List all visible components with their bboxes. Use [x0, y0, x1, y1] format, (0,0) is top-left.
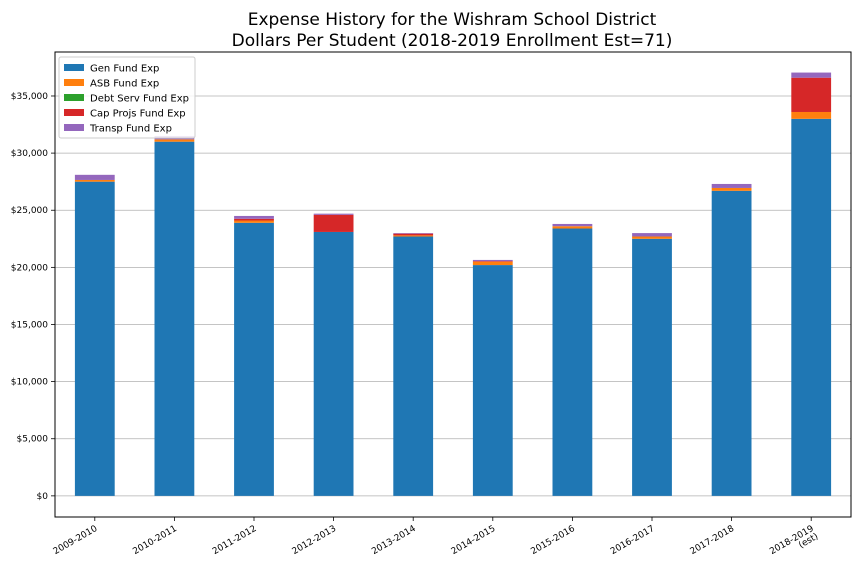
bar-segment — [393, 233, 434, 234]
legend-label: Transp Fund Exp — [89, 124, 172, 135]
bar-segment — [472, 259, 513, 262]
y-tick-label: $25,000 — [11, 206, 48, 216]
bar-segment — [791, 118, 832, 496]
legend-label: Gen Fund Exp — [90, 64, 159, 75]
bar-segment — [711, 183, 752, 188]
chart-title-line-2: Dollars Per Student (2018-2019 Enrollmen… — [232, 31, 673, 51]
bar-segment — [632, 236, 672, 239]
y-tick-label: $35,000 — [11, 92, 48, 102]
bar-segment — [552, 226, 593, 229]
bar-segment — [711, 190, 752, 496]
bar-segment — [472, 261, 513, 262]
bar-segment — [154, 141, 195, 496]
legend-frame — [58, 56, 196, 139]
bar-segment — [74, 179, 115, 182]
bar-segment — [74, 181, 115, 496]
bar-segment — [791, 72, 832, 78]
legend-swatch — [64, 64, 84, 71]
bar-segment — [234, 222, 274, 496]
bar-segment — [74, 174, 115, 180]
chart-title: Expense History for the Wishram School D… — [232, 10, 673, 51]
legend-label: Cap Projs Fund Exp — [90, 109, 186, 120]
bar-segment — [393, 233, 434, 236]
bar-segment — [632, 233, 672, 237]
plot-frame — [54, 51, 852, 518]
bar-segment — [472, 265, 513, 496]
bar-segment — [313, 213, 354, 215]
bar-segment — [552, 223, 593, 227]
y-tick-label: $15,000 — [11, 320, 48, 330]
bar-segment — [313, 231, 354, 496]
y-axis: $0 $5,000 $10,000 $15,000 $20,000 $25,000 $30,… — [11, 92, 55, 502]
bar-segment — [472, 261, 513, 266]
y-tick-label: $10,000 — [11, 378, 48, 388]
bar-segment — [393, 236, 434, 496]
bar-segment — [234, 220, 274, 223]
legend-swatch — [64, 124, 84, 131]
bar-segment — [791, 77, 832, 112]
bar-segment — [632, 238, 672, 496]
bar-segment — [791, 111, 832, 119]
bar-segment — [234, 215, 274, 219]
bars — [74, 72, 832, 496]
bar-segment — [552, 228, 593, 496]
legend: Gen Fund Exp ASB Fund Exp Debt Serv Fund E… — [58, 56, 196, 139]
legend-swatch — [64, 109, 84, 116]
legend-swatch — [64, 79, 84, 86]
legend-label: ASB Fund Exp — [90, 79, 159, 90]
y-tick-label: $5,000 — [17, 435, 49, 445]
chart-title-line-1: Expense History for the Wishram School D… — [248, 10, 657, 30]
y-tick-label: $30,000 — [11, 149, 48, 159]
y-tick-label: $0 — [37, 492, 49, 502]
bar-segment — [313, 214, 354, 232]
legend-swatch — [64, 94, 84, 101]
legend-label: Debt Serv Fund Exp — [90, 94, 189, 105]
bar-segment — [711, 187, 752, 191]
bar-segment — [393, 235, 434, 237]
bar-segment — [154, 139, 195, 142]
y-tick-label: $20,000 — [11, 263, 48, 273]
bar-segment — [234, 218, 274, 221]
